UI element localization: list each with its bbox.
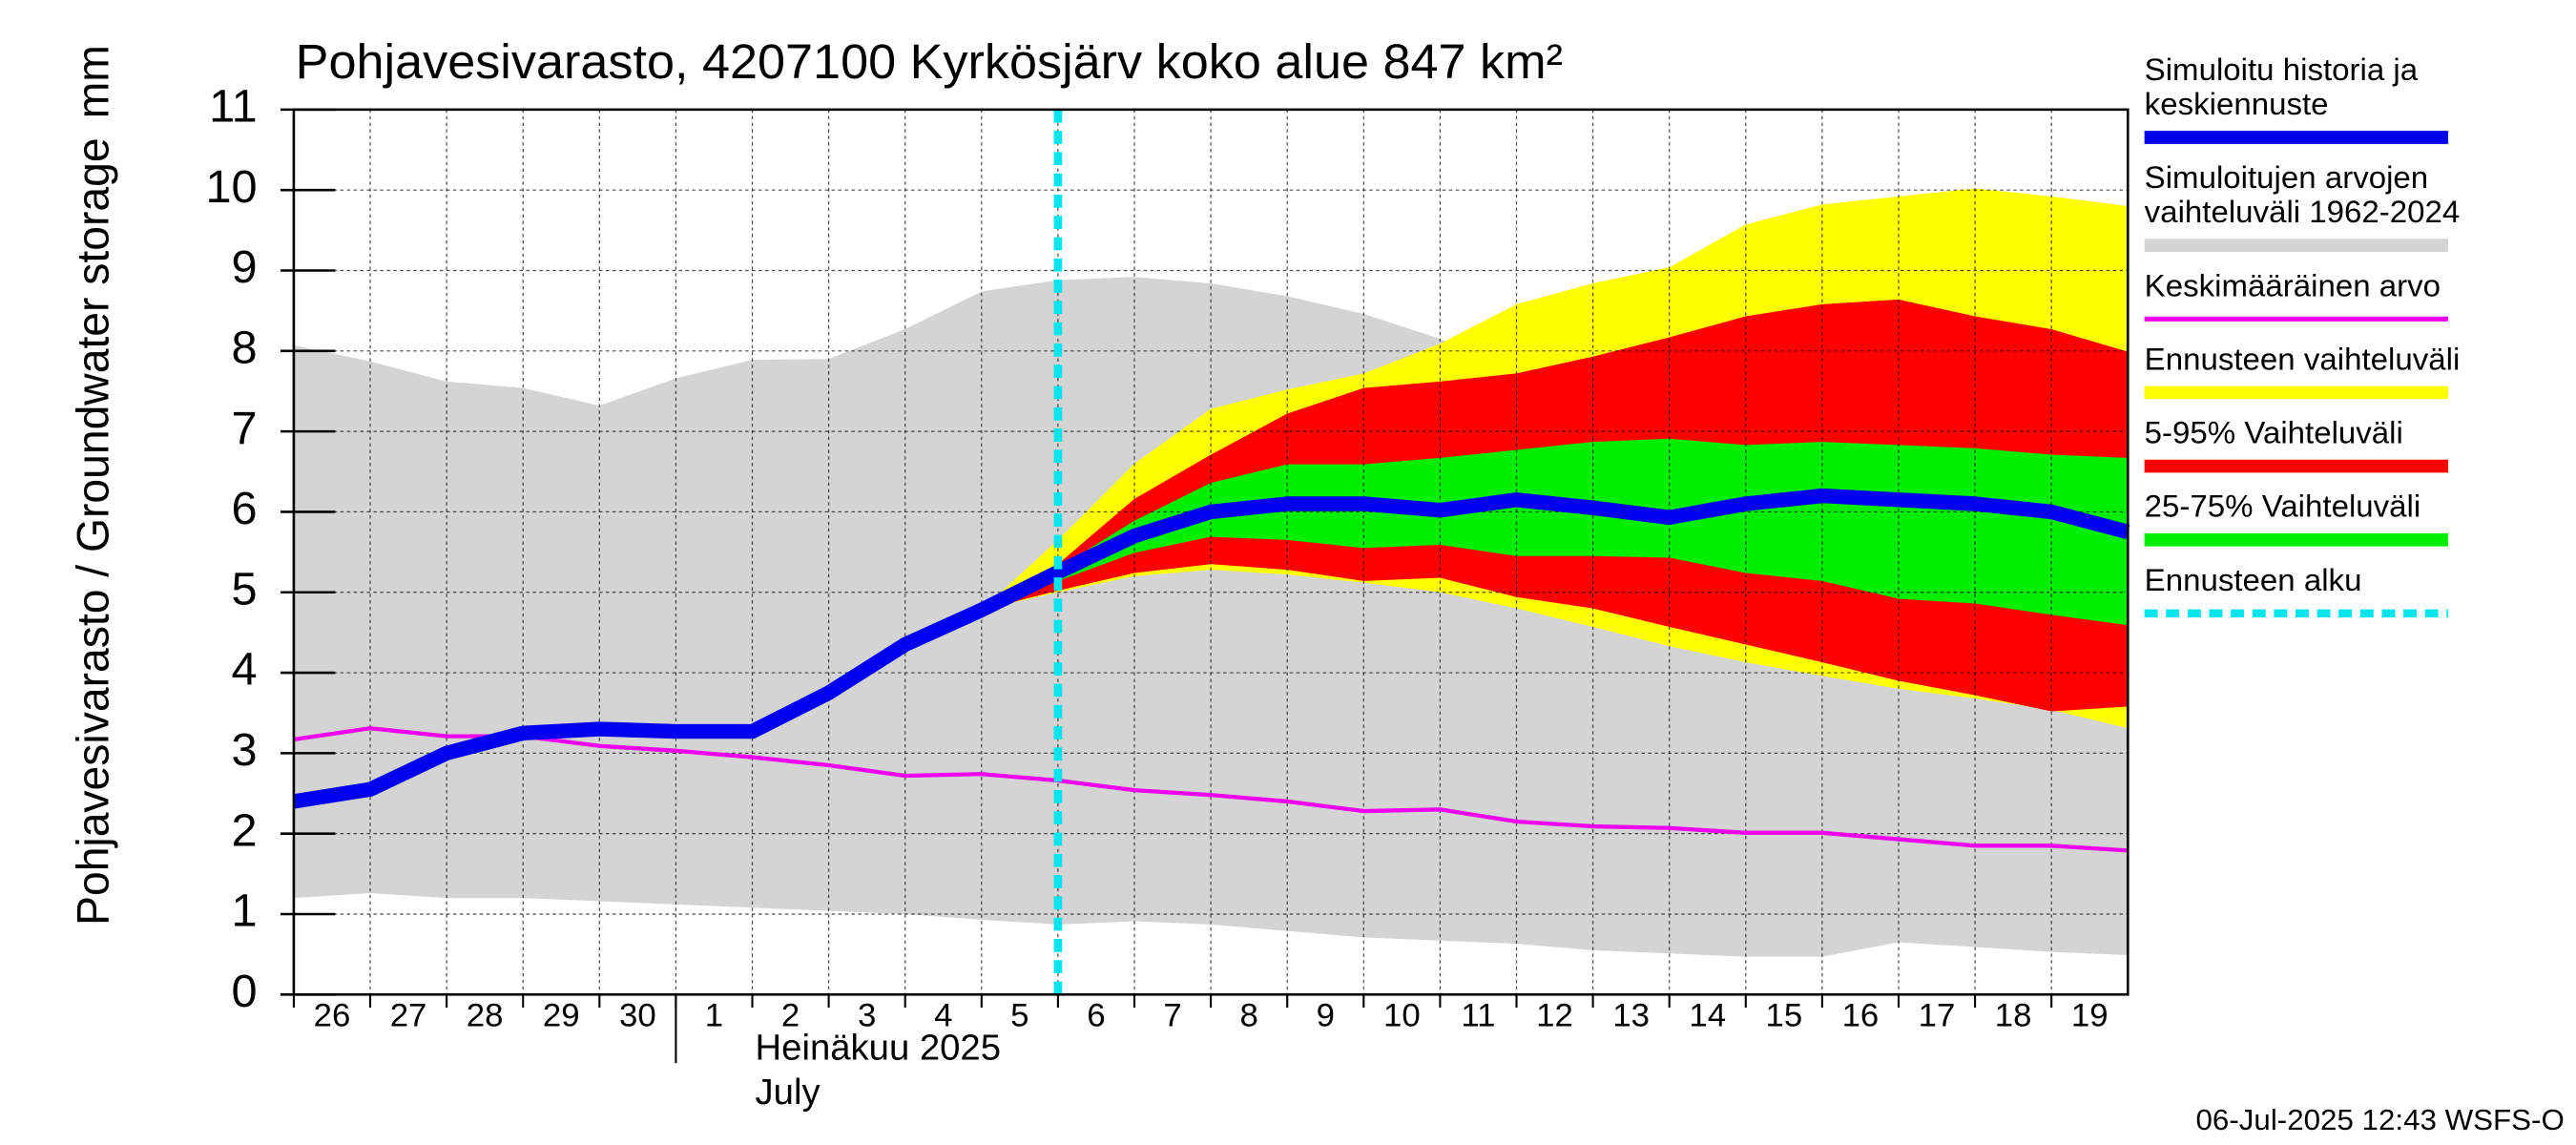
legend-label: keskiennuste <box>2145 86 2329 121</box>
x-tick-label: 17 <box>1919 998 1956 1034</box>
month-label-en: July <box>756 1072 821 1113</box>
y-tick-label: 7 <box>232 403 258 454</box>
x-tick-label: 14 <box>1689 998 1726 1034</box>
legend-label: Ennusteen vaihteluväli <box>2145 342 2461 377</box>
y-tick-label: 1 <box>232 885 258 937</box>
x-tick-label: 28 <box>467 998 504 1034</box>
x-tick-label: 12 <box>1536 998 1573 1034</box>
month-label: Heinäkuu 2025 <box>756 1029 1001 1069</box>
x-tick-label: 3 <box>858 998 876 1034</box>
x-tick-label: 13 <box>1612 998 1650 1034</box>
x-tick-label: 5 <box>1010 998 1028 1034</box>
x-tick-label: 18 <box>1995 998 2032 1034</box>
y-tick-label: 11 <box>209 81 258 133</box>
x-tick-label: 1 <box>705 998 723 1034</box>
footer: 06-Jul-2025 12:43 WSFS-O <box>2196 1103 2565 1136</box>
x-tick-label: 16 <box>1842 998 1880 1034</box>
legend-label: 5-95% Vaihteluväli <box>2145 415 2403 450</box>
y-tick-label: 5 <box>232 564 258 615</box>
y-axis-label: Pohjavesivarasto / Groundwater storage <box>68 137 117 926</box>
y-tick-label: 0 <box>232 966 258 1017</box>
chart-title: Pohjavesivarasto, 4207100 Kyrkösjärv kok… <box>296 34 1563 90</box>
legend-label: Simuloitujen arvojen <box>2145 159 2429 195</box>
x-tick-label: 26 <box>314 998 351 1034</box>
y-tick-label: 2 <box>232 805 258 857</box>
x-tick-label: 2 <box>781 998 800 1034</box>
legend-label: Ennusteen alku <box>2145 562 2362 597</box>
y-tick-label: 4 <box>232 644 258 696</box>
x-tick-label: 29 <box>543 998 580 1034</box>
y-tick-label: 10 <box>205 161 257 213</box>
y-tick-label: 3 <box>232 724 258 776</box>
y-tick-label: 9 <box>232 241 258 293</box>
x-tick-label: 27 <box>390 998 427 1034</box>
x-tick-label: 4 <box>934 998 952 1034</box>
series-line <box>292 488 2130 809</box>
x-tick-label: 7 <box>1163 998 1181 1034</box>
legend-label: Simuloitu historia ja <box>2145 52 2419 87</box>
x-tick-label: 19 <box>2071 998 2109 1034</box>
legend-label: 25-75% Vaihteluväli <box>2145 489 2421 524</box>
x-tick-label: 15 <box>1765 998 1802 1034</box>
x-tick-label: 11 <box>1461 998 1495 1034</box>
series-line <box>293 726 2129 853</box>
y-axis-unit: mm <box>68 45 117 118</box>
legend-label: vaihteluväli 1962-2024 <box>2145 194 2461 229</box>
x-tick-label: 30 <box>619 998 656 1034</box>
y-tick-label: 6 <box>232 483 258 534</box>
x-tick-label: 10 <box>1383 998 1421 1034</box>
x-tick-label: 6 <box>1087 998 1105 1034</box>
x-tick-label: 9 <box>1317 998 1335 1034</box>
y-tick-label: 8 <box>232 323 258 374</box>
x-tick-label: 8 <box>1239 998 1257 1034</box>
legend-label: Keskimääräinen arvo <box>2145 268 2441 303</box>
range-band <box>981 438 2129 626</box>
